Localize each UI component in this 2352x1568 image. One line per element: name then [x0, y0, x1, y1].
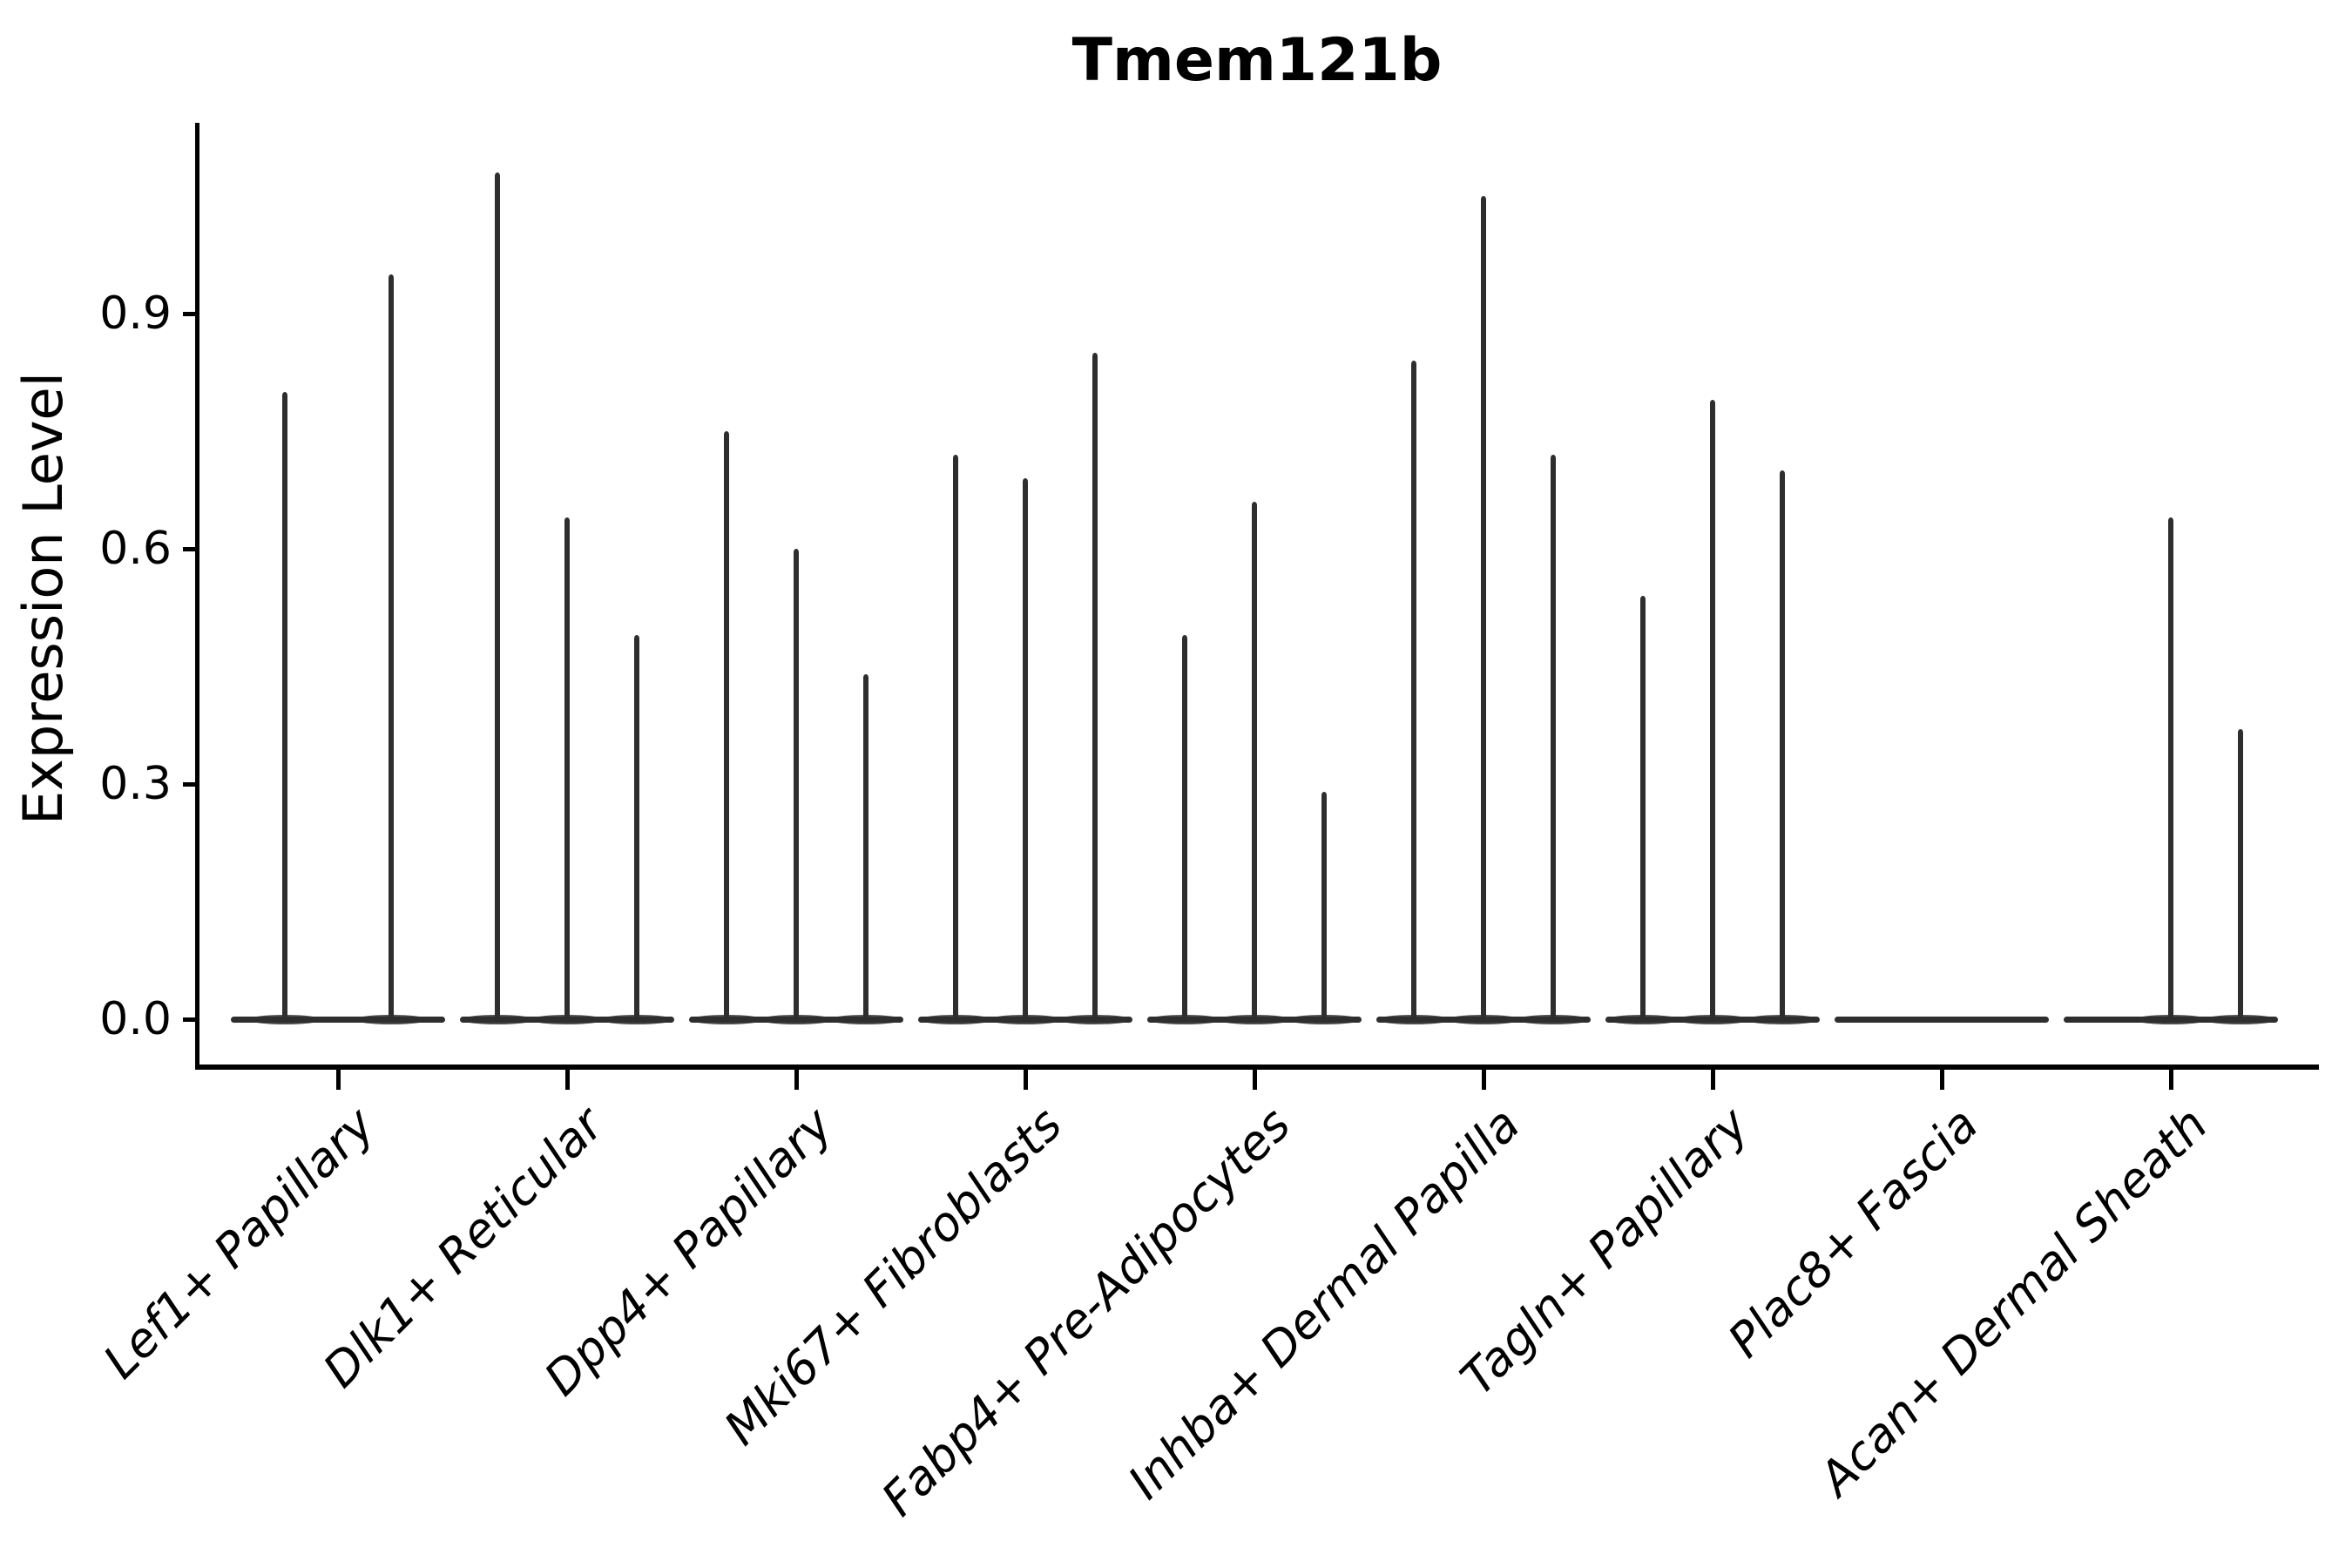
- violin-spike: [1182, 635, 1187, 1023]
- y-axis-tick: [183, 781, 196, 787]
- violin-baseline: [1835, 1016, 2049, 1023]
- x-axis-tick: [2168, 1070, 2173, 1090]
- y-tick-label: 0.9: [99, 287, 172, 340]
- x-axis-tick: [1481, 1070, 1486, 1090]
- violin-spike: [1092, 353, 1098, 1023]
- x-axis-tick: [564, 1070, 570, 1090]
- violin-spike: [1710, 400, 1715, 1023]
- chart-title: Tmem121b: [1071, 26, 1443, 95]
- x-axis-tick: [794, 1070, 799, 1090]
- x-tick-label: Fabp4+ Pre-Adipocytes: [871, 1097, 1301, 1527]
- violin-spike: [1252, 502, 1257, 1023]
- violin-spike: [282, 392, 287, 1023]
- violin-spike: [634, 635, 639, 1023]
- x-axis-tick: [335, 1070, 341, 1090]
- x-axis-spine: [195, 1064, 2319, 1070]
- x-tick-label: Inhba+ Dermal Papilla: [1117, 1097, 1531, 1510]
- violin-spike: [564, 517, 570, 1023]
- violin-spike: [495, 172, 500, 1023]
- violin-spike: [863, 674, 868, 1023]
- violin-spike: [794, 549, 799, 1023]
- y-tick-label: 0.3: [99, 758, 172, 810]
- y-axis-spine: [195, 123, 199, 1070]
- violin-spike: [2168, 517, 2173, 1023]
- y-axis-tick: [183, 311, 196, 316]
- violin-spike: [1411, 361, 1416, 1023]
- violin-spike: [389, 274, 394, 1023]
- violin-spike: [1640, 596, 1646, 1023]
- x-axis-tick: [1710, 1070, 1715, 1090]
- violin-spike: [1321, 792, 1327, 1023]
- x-axis-tick: [1252, 1070, 1257, 1090]
- x-axis-tick: [1023, 1070, 1028, 1090]
- y-tick-label: 0.0: [99, 993, 172, 1045]
- violin-spike: [724, 431, 729, 1023]
- violin-baseline: [231, 1016, 445, 1023]
- x-tick-label: Plac8+ Fascia: [1717, 1097, 1989, 1369]
- violin-spike: [1023, 478, 1028, 1023]
- violin-spike: [1481, 196, 1486, 1023]
- violin-spike: [953, 455, 958, 1023]
- x-tick-label: Acan+ Dermal Sheath: [1808, 1097, 2218, 1506]
- violin-spike: [2238, 729, 2243, 1023]
- x-axis-tick: [1939, 1070, 1944, 1090]
- violin-spike: [1551, 455, 1556, 1023]
- y-tick-label: 0.6: [99, 523, 172, 575]
- y-axis-tick: [183, 1017, 196, 1022]
- violin-spike: [1780, 470, 1785, 1023]
- y-axis-label: Expression Level: [11, 372, 75, 826]
- y-axis-tick: [183, 546, 196, 551]
